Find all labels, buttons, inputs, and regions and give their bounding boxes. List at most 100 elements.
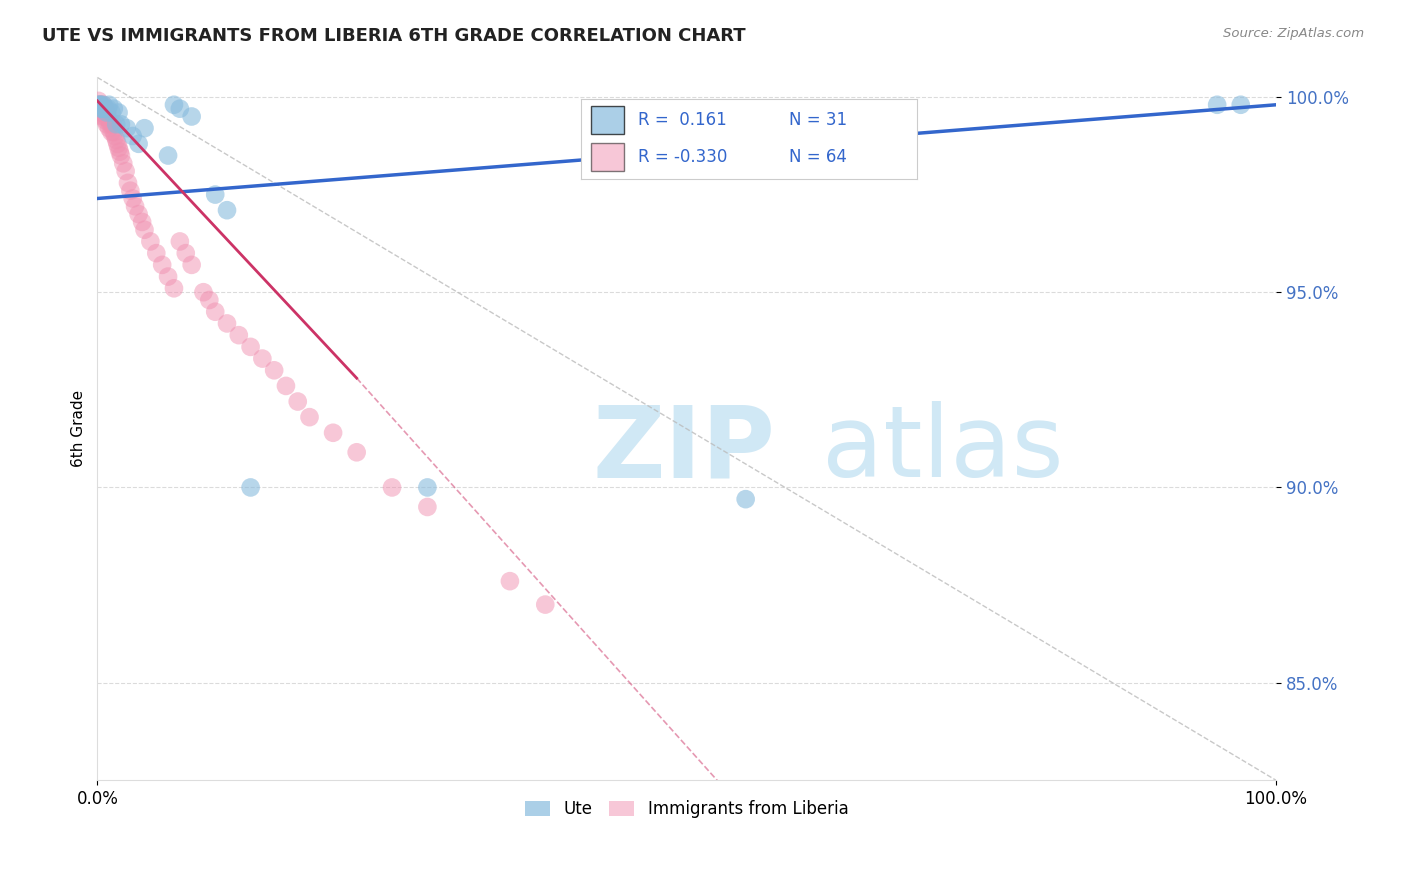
Point (298, 410, 321, 425)
Point (381, 480, 404, 494)
Point (89, 97, 111, 112)
Legend: Ute, Immigrants from Liberia: Ute, Immigrants from Liberia (519, 793, 855, 825)
Point (274, 379, 297, 393)
Point (416, 480, 439, 494)
Point (174, 246, 197, 260)
Point (90, 102, 112, 116)
Point (124, 199, 146, 213)
Point (87, 94, 110, 108)
Point (117, 176, 139, 190)
Point (115, 121, 138, 136)
Point (110, 117, 132, 131)
Point (131, 215, 153, 229)
Point (134, 223, 156, 237)
Point (100, 105, 122, 120)
Point (1206, 97, 1229, 112)
Point (180, 110, 202, 124)
Point (215, 203, 238, 218)
Point (252, 351, 274, 366)
Point (105, 117, 128, 131)
Point (90, 97, 112, 112)
Point (112, 156, 135, 170)
Point (96, 117, 118, 131)
Point (110, 148, 132, 162)
Point (94, 113, 117, 128)
Y-axis label: 6th Grade: 6th Grade (72, 391, 86, 467)
Point (128, 207, 150, 221)
Point (90, 97, 112, 112)
Point (93, 102, 115, 116)
Point (107, 105, 129, 120)
Point (204, 187, 226, 202)
Point (105, 133, 128, 147)
Point (239, 480, 262, 494)
Point (91, 97, 114, 112)
Text: UTE VS IMMIGRANTS FROM LIBERIA 6TH GRADE CORRELATION CHART: UTE VS IMMIGRANTS FROM LIBERIA 6TH GRADE… (42, 27, 745, 45)
Point (128, 136, 150, 151)
Point (89, 97, 111, 112)
Point (120, 184, 142, 198)
Point (100, 125, 122, 139)
Point (91, 102, 114, 116)
Point (87, 97, 110, 112)
Point (97, 110, 120, 124)
Point (734, 492, 756, 507)
Point (98, 121, 121, 136)
Point (103, 125, 125, 139)
Point (150, 258, 173, 272)
Point (93, 110, 115, 124)
Point (93, 102, 115, 116)
Point (96, 105, 118, 120)
Point (157, 148, 180, 162)
Point (322, 425, 344, 440)
Point (89, 102, 111, 116)
Point (91, 110, 114, 124)
Point (107, 141, 129, 155)
Point (239, 340, 262, 354)
Point (416, 500, 439, 514)
Point (180, 258, 202, 272)
Point (90, 105, 112, 120)
Point (534, 598, 557, 612)
Text: atlas: atlas (823, 401, 1064, 499)
Text: Source: ZipAtlas.com: Source: ZipAtlas.com (1223, 27, 1364, 40)
Point (193, 285, 215, 300)
Point (228, 328, 250, 343)
Point (87, 102, 110, 116)
Point (108, 145, 131, 159)
Point (157, 269, 180, 284)
Point (346, 445, 368, 459)
Point (94, 102, 117, 116)
Point (145, 246, 167, 260)
Point (91, 105, 114, 120)
Point (121, 128, 143, 143)
Point (101, 117, 124, 131)
Point (163, 281, 186, 295)
Point (139, 235, 162, 249)
Point (91, 97, 114, 112)
Point (96, 105, 118, 120)
Point (114, 164, 136, 178)
Point (97, 102, 120, 116)
Point (204, 304, 226, 318)
Point (98, 113, 121, 128)
Point (287, 394, 309, 409)
Point (169, 235, 191, 249)
Point (1229, 97, 1251, 112)
Text: ZIP: ZIP (592, 401, 775, 499)
Point (215, 317, 238, 331)
Point (263, 363, 285, 377)
Point (134, 121, 156, 136)
Point (98, 117, 121, 131)
Point (103, 102, 125, 116)
Point (87, 97, 110, 112)
Point (104, 128, 127, 143)
Point (121, 192, 143, 206)
Point (169, 102, 191, 116)
Point (499, 574, 522, 589)
Point (94, 102, 117, 116)
Point (198, 293, 221, 307)
Point (105, 136, 128, 151)
Point (163, 97, 186, 112)
Point (98, 97, 121, 112)
